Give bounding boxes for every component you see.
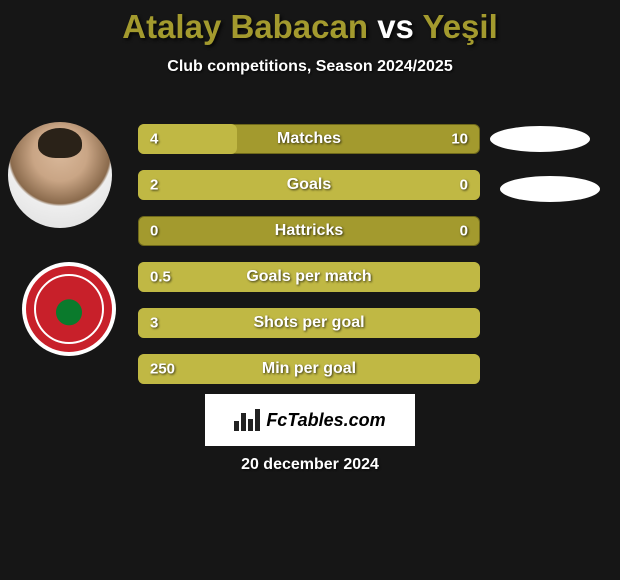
player2-placeholder-ellipse [500, 176, 600, 202]
stat-left-value: 4 [150, 131, 158, 148]
brand-text: FcTables.com [266, 410, 385, 431]
stat-left-value: 0.5 [150, 269, 171, 286]
stat-bar-row: 0.5 Goals per match [138, 262, 480, 292]
stat-label: Goals [287, 176, 331, 194]
stat-left-value: 2 [150, 177, 158, 194]
title-vs: vs [377, 8, 414, 45]
date-text: 20 december 2024 [241, 456, 379, 474]
stat-label: Shots per goal [253, 314, 364, 332]
content-root: Atalay Babacan vs Yeşil Club competition… [0, 0, 620, 580]
stat-bar-row: 3 Shots per goal [138, 308, 480, 338]
chart-bars-icon [234, 409, 260, 431]
stat-left-value: 0 [150, 223, 158, 240]
stat-bar-row: 4 10 Matches [138, 124, 480, 154]
stat-left-value: 3 [150, 315, 158, 332]
player1-club-badge: UMRANIYE [22, 262, 116, 356]
stat-label: Goals per match [246, 268, 371, 286]
page-title: Atalay Babacan vs Yeşil [0, 0, 620, 46]
stat-bar-row: 0 0 Hattricks [138, 216, 480, 246]
title-player2: Yeşil [423, 8, 498, 45]
subtitle: Club competitions, Season 2024/2025 [0, 58, 620, 76]
player2-placeholder-ellipse [490, 126, 590, 152]
stat-left-value: 250 [150, 361, 175, 378]
stat-label: Matches [277, 130, 341, 148]
brand-box: FcTables.com [205, 394, 415, 446]
stat-right-value: 0 [460, 177, 468, 194]
stat-label: Hattricks [275, 222, 343, 240]
player1-avatar [8, 122, 112, 228]
title-player1: Atalay Babacan [122, 8, 368, 45]
comparison-bars: 4 10 Matches 2 0 Goals 0 0 Hattricks 0.5 Goals per… [138, 124, 480, 400]
club-badge-label: UMRANIYE [22, 280, 116, 287]
stat-right-value: 0 [460, 223, 468, 240]
stat-bar-row: 250 Min per goal [138, 354, 480, 384]
stat-right-value: 10 [451, 131, 468, 148]
stat-label: Min per goal [262, 360, 356, 378]
stat-bar-row: 2 0 Goals [138, 170, 480, 200]
